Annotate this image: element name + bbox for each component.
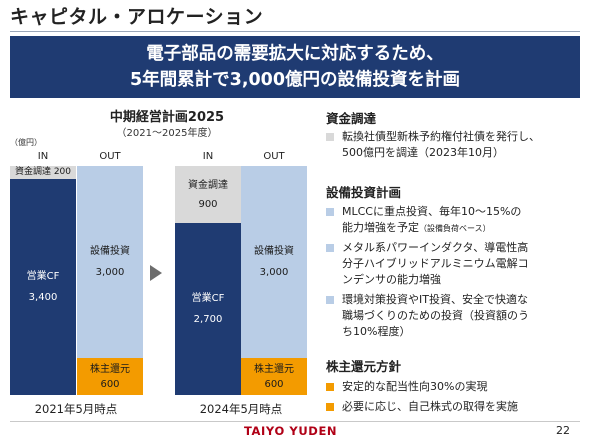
funding-item-line-1: 転換社債型新株予約権付社債を発行し、 (342, 130, 540, 143)
banner-line-1: 電子部品の需要拡大に対応するため、 (146, 44, 444, 64)
banner-line-2: 5年間累計で3,000億円の設備投資を計画 (129, 70, 461, 90)
returns-heading: 株主還元方針 (326, 359, 402, 374)
funding-item-line-2: 500億円を調達（2023年10月） (342, 146, 504, 159)
left-operating-cf-label: 営業CF (26, 271, 60, 282)
right-out-header: OUT (263, 151, 285, 162)
left-out-header: OUT (99, 151, 121, 162)
right-operating-cf-value: 2,700 (193, 314, 223, 325)
capex-item-1-line-1: MLCCに重点投資、毎年10〜15%の (342, 205, 522, 218)
unit-label: （億円） (10, 138, 42, 147)
left-capex-block: 設備投資 3,000 (77, 166, 143, 358)
company-logo: TAIYO YUDEN (244, 424, 338, 438)
right-fund-raising-block: 資金調達 900 (175, 166, 241, 223)
capex-item-3: 環境対策投資やIT投資、安全で快適な 職場づくりのための投資（投資額のう ち10… (326, 292, 576, 340)
left-capex-label: 設備投資 (90, 246, 130, 257)
right-capex-label: 設備投資 (254, 246, 294, 257)
capex-item-2-line-1: メタル系パワーインダクタ、導電性高 (342, 241, 529, 254)
left-date-label: 2021年5月時点 (34, 402, 118, 416)
footer-divider (10, 421, 580, 422)
right-fund-raising-label: 資金調達 (188, 179, 228, 191)
right-returns-block: 株主還元 600 (241, 358, 307, 395)
capex-item-2-line-3: ンデンサの能力増強 (342, 273, 441, 286)
headline-banner: 電子部品の需要拡大に対応するため、 5年間累計で3,000億円の設備投資を計画 (10, 36, 580, 98)
right-returns-value: 600 (264, 378, 284, 390)
capex-item-1-line-2: 能力増強を予定 (342, 221, 419, 234)
right-capex-block: 設備投資 3,000 (241, 166, 307, 358)
capex-item-3-line-2: 職場づくりのための投資（投資額のう (342, 309, 529, 322)
bullet-square-icon (326, 244, 334, 252)
plan-heading: 中期経営計画2025 (109, 110, 225, 125)
bullet-square-icon (326, 403, 334, 411)
capex-item-2: メタル系パワーインダクタ、導電性高 分子ハイブリッドアルミニウム電解コ ンデンサ… (326, 240, 576, 288)
capex-item-1-note: （設備負荷ベース） (419, 224, 491, 233)
right-fund-raising-value: 900 (198, 198, 218, 210)
right-in-header: IN (202, 151, 214, 162)
plan-period: （2021〜2025年度） (116, 128, 218, 139)
capex-item-3-line-3: ち10%程度） (342, 325, 411, 338)
bullet-square-icon (326, 296, 334, 304)
left-returns-label: 株主還元 (90, 363, 130, 375)
left-returns-value: 600 (100, 378, 120, 390)
left-in-header: IN (37, 151, 49, 162)
right-capex-value: 3,000 (259, 267, 289, 278)
right-returns-label: 株主還元 (254, 363, 294, 375)
bullet-square-icon (326, 383, 334, 391)
left-operating-cf-value: 3,400 (28, 292, 58, 303)
left-capex-value: 3,000 (95, 267, 125, 278)
page-number: 22 (556, 424, 570, 437)
title-divider (10, 31, 580, 32)
returns-item-2: 必要に応じ、自己株式の取得を実施 (326, 399, 576, 415)
funding-item: 転換社債型新株予約権付社債を発行し、 500億円を調達（2023年10月） (326, 129, 576, 161)
capex-item-3-line-1: 環境対策投資やIT投資、安全で快適な (342, 293, 528, 306)
returns-item-1-text: 安定的な配当性向30%の実現 (342, 380, 488, 393)
left-fund-raising-block: 資金調達 200 (10, 166, 76, 179)
bullet-square-icon (326, 208, 334, 216)
right-operating-cf-block: 営業CF 2,700 (175, 223, 241, 395)
capex-heading: 設備投資計画 (326, 185, 402, 200)
bullet-square-icon (326, 133, 334, 141)
returns-item-1: 安定的な配当性向30%の実現 (326, 379, 576, 395)
capex-item-2-line-2: 分子ハイブリッドアルミニウム電解コ (342, 257, 529, 270)
right-operating-cf-label: 営業CF (191, 293, 225, 304)
funding-heading: 資金調達 (326, 111, 377, 126)
page-title: キャピタル・アロケーション (10, 6, 264, 28)
capex-item-1: MLCCに重点投資、毎年10〜15%の 能力増強を予定（設備負荷ベース） (326, 204, 576, 237)
left-returns-block: 株主還元 600 (77, 358, 143, 395)
left-operating-cf-block: 営業CF 3,400 (10, 179, 76, 395)
right-date-label: 2024年5月時点 (199, 402, 283, 416)
returns-item-2-text: 必要に応じ、自己株式の取得を実施 (342, 400, 518, 413)
arrow-right-icon (150, 265, 162, 281)
